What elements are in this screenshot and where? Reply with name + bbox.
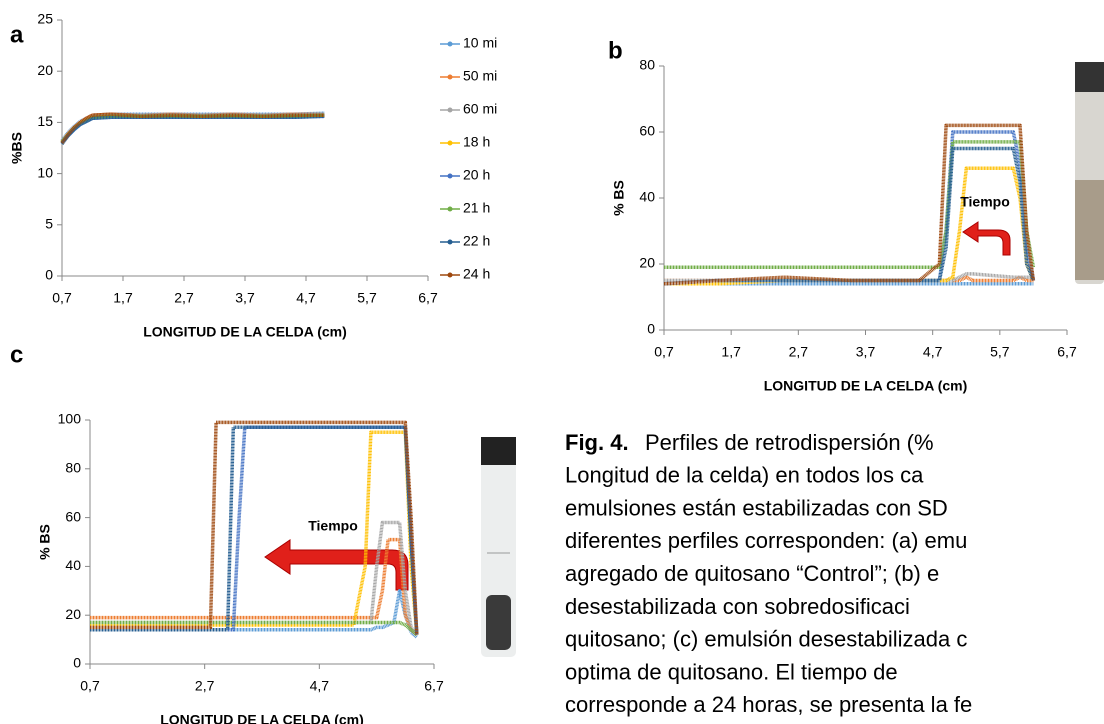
x-tick-label: 0,7 xyxy=(654,344,674,360)
x-tick-label: 6,7 xyxy=(424,678,444,694)
y-tick-label: 40 xyxy=(65,557,81,573)
caption: Perfiles de retrodispersión (% Longitud d… xyxy=(565,430,972,717)
legend-marker xyxy=(447,41,453,47)
caption-lead: Fig. 4. xyxy=(565,430,629,455)
legend-label: 50 mi xyxy=(463,68,497,84)
legend-label: 21 h xyxy=(463,200,490,216)
annotation: Tiempo xyxy=(960,194,1010,210)
y-tick-label: 0 xyxy=(647,321,655,337)
series-line xyxy=(60,114,325,145)
x-tick-label: 4,7 xyxy=(310,678,330,694)
x-axis-title: LONGITUD DE LA CELDA (cm) xyxy=(160,712,364,724)
series-line xyxy=(90,537,418,637)
caption-line: emulsiones están estabilizadas con SD xyxy=(565,495,948,520)
series-line xyxy=(90,425,419,635)
legend-marker xyxy=(447,140,453,146)
legend-marker xyxy=(447,173,453,179)
x-tick-label: 1,7 xyxy=(721,344,741,360)
annotation: Tiempo xyxy=(308,518,358,534)
x-tick-label: 3,7 xyxy=(856,344,876,360)
panel-label: c xyxy=(10,341,23,368)
series-line xyxy=(90,430,419,635)
x-tick-label: 6,7 xyxy=(1057,344,1077,360)
legend-marker xyxy=(447,206,453,212)
x-tick-label: 2,7 xyxy=(195,678,215,694)
panel-label: a xyxy=(10,21,24,48)
caption-line: agregado de quitosano “Control”; (b) e xyxy=(565,561,939,586)
series-line xyxy=(663,146,1036,286)
time-arrow xyxy=(962,221,1011,256)
caption-line: diferentes perfiles corresponden: (a) em… xyxy=(565,528,967,553)
legend-marker xyxy=(447,74,453,80)
legend-label: 22 h xyxy=(463,233,490,249)
y-axis-title: % BS xyxy=(37,524,53,560)
panel-label: b xyxy=(608,37,623,64)
caption-line: Longitud de la celda) en todos los ca xyxy=(565,463,924,488)
legend-label: 18 h xyxy=(463,134,490,150)
legend-label: 60 mi xyxy=(463,101,497,117)
y-tick-label: 80 xyxy=(65,460,81,476)
x-axis-title: LONGITUD DE LA CELDA (cm) xyxy=(143,324,347,340)
y-tick-label: 100 xyxy=(58,411,82,427)
time-arrow xyxy=(264,539,409,591)
x-tick-label: 4,7 xyxy=(923,344,943,360)
y-tick-label: 0 xyxy=(73,655,81,671)
y-tick-label: 20 xyxy=(65,606,81,622)
caption-line: optima de quitosano. El tiempo de xyxy=(565,659,898,684)
x-tick-label: 1,7 xyxy=(113,290,133,306)
series-line xyxy=(90,589,418,639)
legend-marker xyxy=(447,272,453,278)
y-tick-label: 10 xyxy=(37,164,53,180)
y-tick-label: 20 xyxy=(37,62,53,78)
series-line xyxy=(90,420,419,635)
y-axis-title: %BS xyxy=(9,132,25,164)
x-tick-label: 0,7 xyxy=(52,290,72,306)
caption-line: quitosano; (c) emulsión desestabilizada … xyxy=(565,627,967,652)
y-tick-label: 15 xyxy=(37,113,53,129)
x-tick-label: 3,7 xyxy=(235,290,255,306)
caption-line: corresponde a 24 horas, se presenta la f… xyxy=(565,692,972,717)
series-line xyxy=(60,112,325,144)
photo-b xyxy=(1075,62,1104,284)
x-tick-label: 2,7 xyxy=(174,290,194,306)
x-tick-label: 5,7 xyxy=(357,290,377,306)
legend-label: 10 mi xyxy=(463,35,497,51)
y-tick-label: 40 xyxy=(639,189,655,205)
x-tick-label: 6,7 xyxy=(418,290,438,306)
series-line xyxy=(60,114,325,145)
y-axis-title: % BS xyxy=(611,180,627,216)
legend-label: 24 h xyxy=(463,266,490,282)
y-tick-label: 0 xyxy=(45,267,53,283)
y-tick-label: 60 xyxy=(65,508,81,524)
x-tick-label: 5,7 xyxy=(990,344,1010,360)
y-tick-label: 80 xyxy=(639,57,655,73)
x-tick-label: 4,7 xyxy=(296,290,316,306)
legend-label: 20 h xyxy=(463,167,490,183)
y-tick-label: 5 xyxy=(45,216,53,232)
legend-marker xyxy=(447,239,453,245)
caption-line: desestabilizada con sobredosificaci xyxy=(565,594,910,619)
photo-c xyxy=(481,437,516,657)
y-tick-label: 20 xyxy=(639,255,655,271)
y-tick-label: 60 xyxy=(639,123,655,139)
series-line xyxy=(664,140,1036,270)
caption-line: Perfiles de retrodispersión (% xyxy=(645,430,934,455)
legend-marker xyxy=(447,107,453,113)
x-tick-label: 0,7 xyxy=(80,678,100,694)
y-tick-label: 25 xyxy=(37,11,53,27)
x-axis-title: LONGITUD DE LA CELDA (cm) xyxy=(764,378,968,394)
series-line xyxy=(90,620,418,637)
x-tick-label: 2,7 xyxy=(789,344,809,360)
